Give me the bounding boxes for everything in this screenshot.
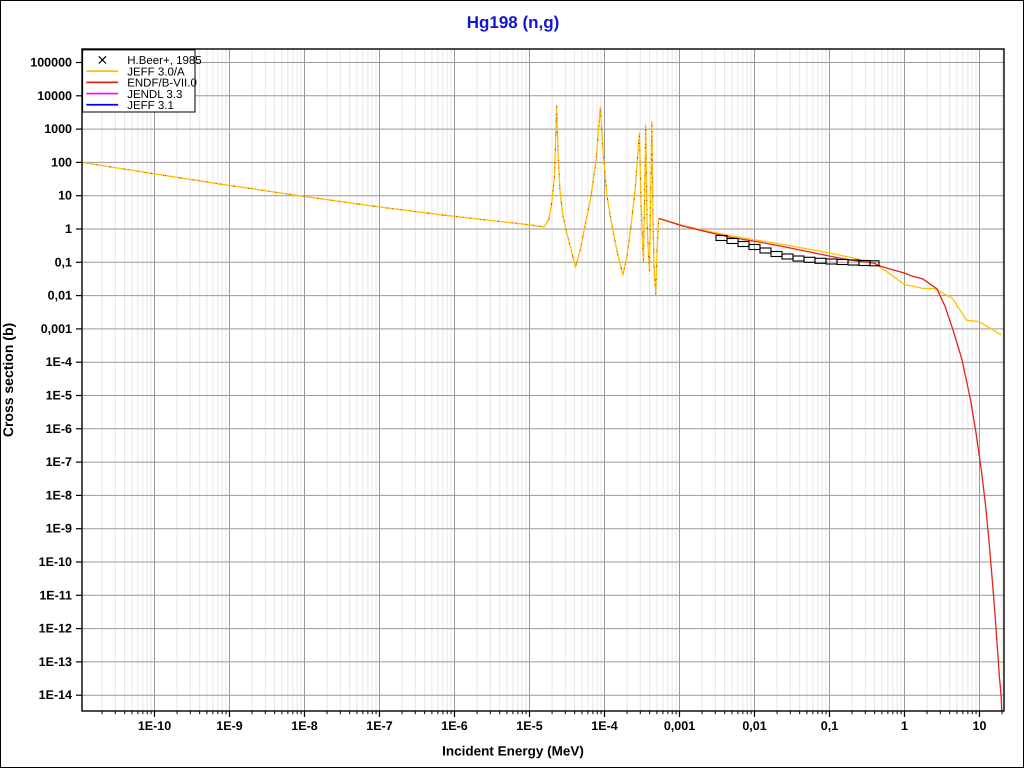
svg-text:ENDF/B-VII.0: ENDF/B-VII.0: [127, 78, 197, 90]
svg-text:0,001: 0,001: [41, 322, 72, 336]
svg-text:100000: 100000: [30, 56, 72, 70]
svg-text:1E-14: 1E-14: [39, 688, 72, 702]
svg-text:1E-9: 1E-9: [216, 719, 242, 733]
svg-text:1E-5: 1E-5: [516, 719, 542, 733]
svg-text:0,1: 0,1: [821, 719, 838, 733]
svg-text:Cross section (b): Cross section (b): [1, 323, 16, 437]
svg-text:0,1: 0,1: [55, 255, 72, 269]
svg-text:1E-4: 1E-4: [46, 355, 72, 369]
svg-text:1E-8: 1E-8: [291, 719, 317, 733]
svg-text:1000: 1000: [44, 122, 72, 136]
svg-text:1E-6: 1E-6: [46, 422, 72, 436]
svg-text:0,01: 0,01: [48, 289, 72, 303]
svg-text:1E-8: 1E-8: [46, 488, 72, 502]
svg-text:1: 1: [65, 222, 72, 236]
svg-text:H.Beer+, 1985: H.Beer+, 1985: [127, 55, 201, 67]
svg-text:0,001: 0,001: [664, 719, 695, 733]
svg-text:JEFF 3.0/A: JEFF 3.0/A: [127, 66, 185, 78]
svg-text:1E-4: 1E-4: [591, 719, 617, 733]
svg-text:1E-12: 1E-12: [39, 622, 72, 636]
svg-text:1E-11: 1E-11: [39, 588, 72, 602]
svg-text:1: 1: [901, 719, 908, 733]
svg-text:10: 10: [58, 189, 72, 203]
svg-text:1E-13: 1E-13: [39, 655, 72, 669]
svg-text:10: 10: [973, 719, 987, 733]
svg-text:Hg198 (n,g): Hg198 (n,g): [467, 13, 560, 32]
svg-text:1E-9: 1E-9: [46, 522, 72, 536]
svg-text:1E-10: 1E-10: [138, 719, 171, 733]
svg-text:1E-7: 1E-7: [46, 455, 72, 469]
svg-text:JEFF 3.1: JEFF 3.1: [127, 100, 174, 112]
svg-text:0,01: 0,01: [742, 719, 766, 733]
svg-text:1E-6: 1E-6: [441, 719, 467, 733]
svg-text:100: 100: [51, 155, 72, 169]
svg-text:1E-7: 1E-7: [366, 719, 392, 733]
svg-text:10000: 10000: [37, 89, 72, 103]
svg-text:Incident Energy (MeV): Incident Energy (MeV): [442, 744, 584, 759]
svg-text:JENDL 3.3: JENDL 3.3: [127, 89, 182, 101]
svg-text:1E-5: 1E-5: [46, 389, 72, 403]
svg-text:1E-10: 1E-10: [39, 555, 72, 569]
